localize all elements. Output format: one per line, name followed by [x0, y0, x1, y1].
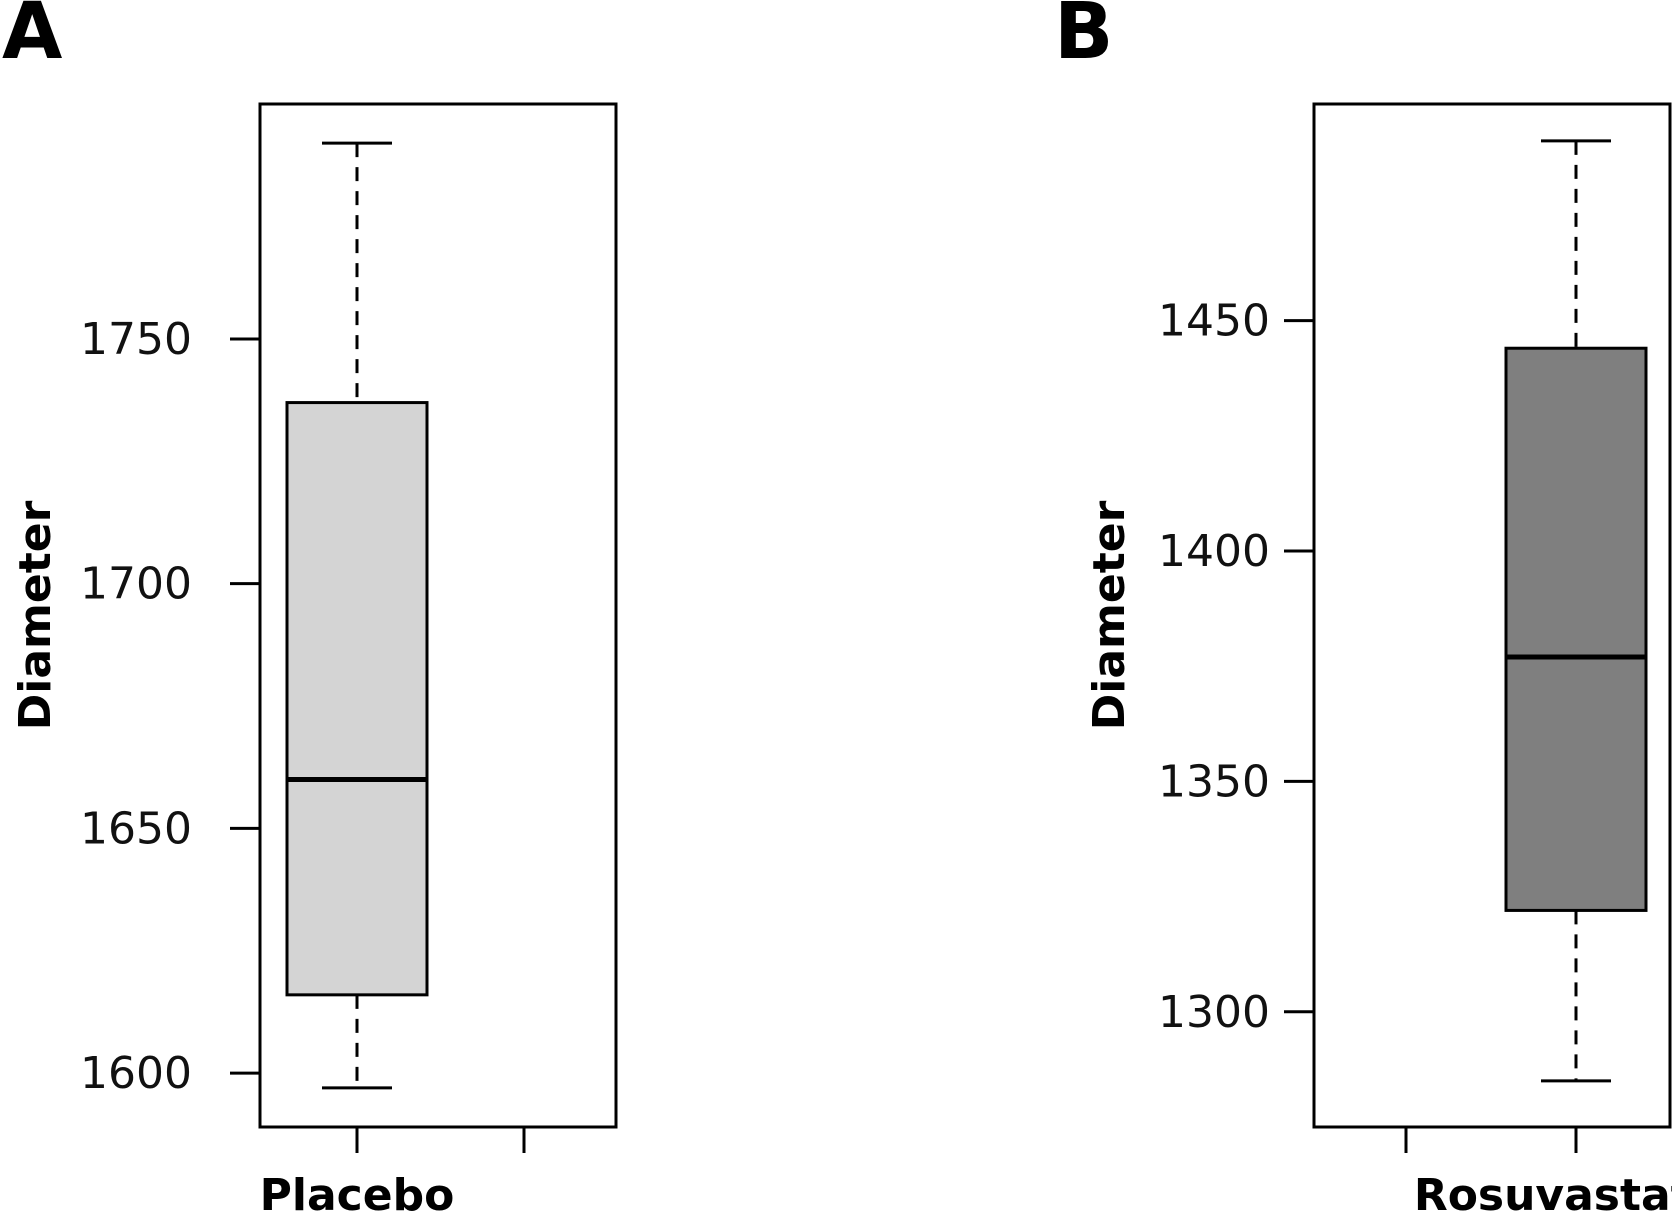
y-tick-label: 1350	[1158, 756, 1270, 807]
y-tick-label: 1400	[1158, 526, 1270, 577]
panel-letter: B	[1054, 0, 1113, 77]
plot-frame	[258, 102, 618, 1129]
x-category-label: Rosuvastatin	[1414, 1170, 1672, 1215]
panel-b: B 1300 1350 1400 1450 Rosuvastatin Diameter	[1054, 0, 1672, 1215]
y-tick-label: 1650	[80, 803, 192, 854]
iqr-box	[1504, 346, 1648, 912]
y-tick-label: 1600	[80, 1048, 192, 1099]
y-tick-label: 1700	[80, 559, 192, 610]
x-category-label: Placebo	[260, 1170, 455, 1215]
panel-a: A 1600 1650 1700 1750 Placebo Diameter	[2, 0, 618, 1215]
y-tick-label: 1450	[1158, 296, 1270, 347]
y-axis-title: Diameter	[1084, 500, 1135, 730]
plot-frame	[1312, 102, 1672, 1129]
y-axis-title: Diameter	[10, 500, 61, 730]
y-tick-label: 1750	[80, 314, 192, 365]
y-tick-label: 1300	[1158, 987, 1270, 1038]
iqr-box	[285, 401, 429, 997]
panel-letter: A	[2, 0, 62, 77]
